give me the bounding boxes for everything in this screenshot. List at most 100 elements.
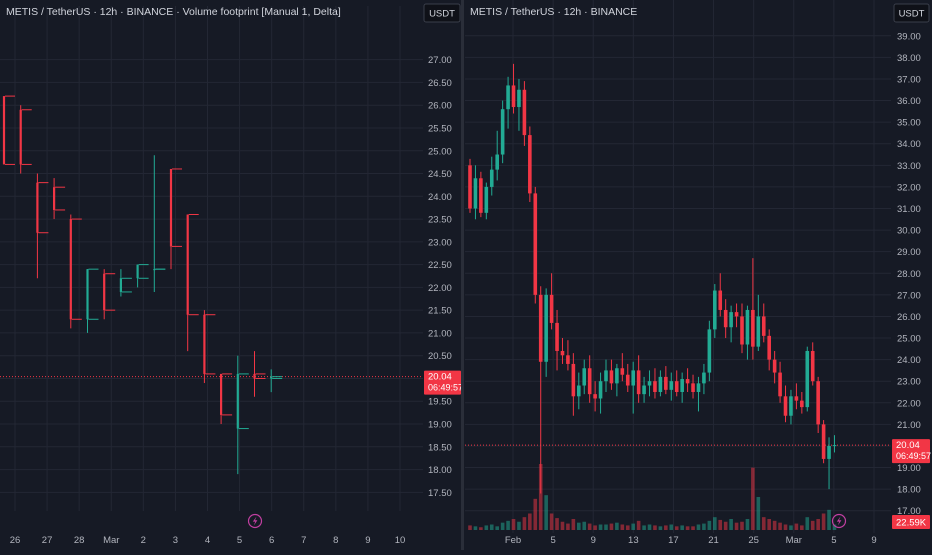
volume-bar — [544, 495, 548, 530]
candle — [636, 355, 641, 403]
y-tick-label: 37.00 — [897, 74, 921, 85]
candle-body — [729, 312, 733, 328]
volume-bar — [489, 524, 494, 530]
volume-bar — [810, 520, 815, 530]
candle-body — [734, 312, 739, 317]
x-tick-label: 4 — [205, 535, 210, 546]
x-tick-label: 6 — [269, 535, 274, 546]
candle-body — [560, 350, 565, 356]
candle-body — [2, 96, 6, 165]
volume-bar — [560, 521, 565, 530]
candle-body — [36, 182, 39, 233]
x-tick-label: 2 — [141, 535, 146, 546]
candle — [86, 268, 99, 333]
candle — [103, 269, 116, 320]
candle — [772, 350, 777, 384]
x-tick-label: 10 — [395, 535, 406, 546]
candle-body — [810, 350, 815, 382]
left-price-axis[interactable]: 27.00 26.50 26.00 25.50 25.00 24.50 24.00 23.50… — [10, 3, 463, 546]
candle — [794, 383, 799, 410]
volume-bar — [723, 521, 728, 530]
volume-bar — [484, 525, 489, 530]
right-volume-label-box — [892, 515, 930, 529]
candle — [186, 214, 199, 352]
right-chart-pane[interactable]: METIS / TetherUS · 12h · BINANCE — [465, 0, 891, 533]
right-countdown-label: 06:49:57 — [896, 451, 931, 461]
y-tick-label: 23.00 — [897, 377, 921, 388]
volume-bar — [587, 523, 592, 530]
candle — [631, 361, 635, 414]
left-currency-badge: USDT — [429, 9, 455, 20]
left-chart-title[interactable]: METIS / TetherUS · 12h · BINANCE · Volum… — [6, 6, 341, 18]
candle — [203, 310, 216, 384]
candle — [729, 305, 733, 343]
volume-bar — [625, 525, 630, 530]
candle — [615, 363, 619, 397]
volume-bar — [761, 517, 766, 530]
candle — [479, 171, 483, 218]
candle-body — [522, 89, 527, 136]
candle — [598, 372, 603, 414]
right-price-axis[interactable]: 39.00 38.00 37.00 36.00 35.00 34.00 33.00 32.00… — [505, 3, 931, 546]
y-tick-label: 29.00 — [897, 247, 921, 258]
candle — [533, 186, 538, 304]
candle-body — [745, 309, 750, 345]
y-tick-label: 25.00 — [428, 146, 452, 157]
right-x-tick-labels: Feb 5 9 13 17 21 25 Mar 5 9 — [505, 535, 877, 546]
y-tick-label: 24.50 — [428, 169, 452, 180]
candle — [169, 168, 182, 270]
volume-bar — [816, 519, 820, 530]
candle — [821, 420, 826, 464]
volume-bar — [729, 519, 733, 530]
x-tick-label: 13 — [628, 535, 639, 546]
candle-body — [832, 445, 837, 447]
left-chart-pane[interactable]: METIS / TetherUS · 12h · BINANCE · Volum… — [0, 6, 423, 529]
candle — [587, 355, 592, 403]
volume-bar — [642, 525, 646, 530]
candle-body — [647, 381, 652, 386]
candle-body — [153, 269, 156, 271]
candle — [555, 309, 559, 371]
y-tick-label: 38.00 — [897, 53, 921, 64]
y-tick-label: 27.00 — [897, 290, 921, 301]
volume-bar — [647, 524, 652, 530]
y-tick-label: 31.00 — [897, 204, 921, 215]
candle — [761, 303, 766, 343]
candle-body — [69, 219, 72, 320]
left-lightning-icon[interactable] — [247, 513, 263, 529]
candle — [220, 373, 233, 425]
candle-body — [473, 178, 478, 209]
candle — [253, 351, 266, 397]
left-x-tick-labels: 26 27 28 Mar 2 3 4 5 6 7 8 9 10 — [10, 535, 406, 546]
candle — [549, 273, 554, 330]
left-currency-badge-box[interactable] — [423, 3, 461, 23]
right-lightning-icon[interactable] — [831, 513, 847, 529]
y-tick-label: 21.00 — [428, 328, 452, 339]
candle-body — [794, 396, 799, 401]
candle — [789, 389, 793, 425]
candle-body — [653, 381, 657, 392]
candle-body — [827, 445, 831, 459]
right-chart-title[interactable]: METIS / TetherUS · 12h · BINANCE — [470, 6, 637, 18]
candle — [495, 130, 499, 181]
y-tick-label: 23.00 — [428, 237, 452, 248]
volume-bar — [821, 513, 826, 530]
volume-bar — [734, 522, 739, 530]
candle-body — [253, 373, 256, 379]
x-tick-label: 26 — [10, 535, 21, 546]
candle-body — [740, 316, 744, 345]
candle-body — [484, 186, 489, 213]
candle — [832, 435, 837, 453]
candle-body — [642, 385, 646, 395]
candle — [664, 366, 668, 395]
candle-body — [593, 394, 597, 399]
candle-body — [772, 359, 777, 373]
right-currency-badge-box[interactable] — [893, 3, 930, 23]
candle-body — [571, 363, 576, 397]
right-y-tick-labels: 39.00 38.00 37.00 36.00 35.00 34.00 33.00 32.00… — [897, 31, 921, 517]
volume-bar — [522, 517, 527, 530]
y-tick-label: 39.00 — [897, 31, 921, 42]
volume-bar — [631, 523, 635, 530]
